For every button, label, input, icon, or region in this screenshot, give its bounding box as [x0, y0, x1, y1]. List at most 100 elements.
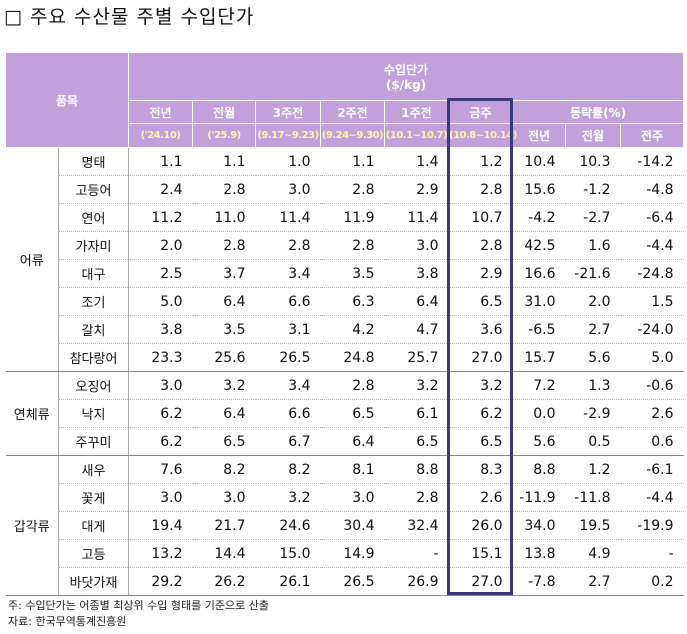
value-cell: -2.9	[565, 399, 621, 428]
value-cell: 10.7	[448, 203, 513, 232]
value-cell: 6.1	[384, 399, 449, 428]
value-cell: 19.5	[565, 511, 621, 540]
value-cell: 1.2	[448, 147, 513, 176]
row: 고등 13.2 14.4 15.0 14.9-15.1 13.8 4.9-	[6, 539, 684, 568]
value-cell: 5.6	[565, 343, 621, 372]
value-cell: 0.6	[620, 427, 684, 456]
value-cell: -0.6	[620, 371, 684, 400]
value-cell: 7.2	[512, 371, 566, 400]
value-cell: 19.4	[128, 511, 193, 540]
value-cell: 24.8	[320, 343, 385, 372]
value-cell: 1.5	[620, 287, 684, 316]
row: 갑각류 새우 7.6 8.2 8.2 8.1 8.8 8.3 8.8 1.2 -6.1	[5, 455, 684, 596]
row: 갈치 3.8 3.5 3.1 4.2 4.7 3.6 -6.5 2.7 -24.0	[6, 315, 684, 344]
value-cell: 1.2	[565, 455, 621, 484]
item-name: 대게	[58, 511, 129, 540]
item-name: 갈치	[58, 315, 129, 344]
row: 조기 5.0 6.4 6.6 6.3 6.4 6.5 31.0 2.0 1.5	[6, 287, 684, 316]
period-header: 1주전	[384, 100, 449, 124]
value-cell: 4.2	[320, 315, 385, 344]
value-cell: 6.4	[320, 427, 385, 456]
period-header: 2주전	[320, 100, 385, 124]
period-header: 전년	[128, 100, 193, 124]
value-cell: -21.6	[565, 259, 621, 288]
value-cell: 26.2	[192, 567, 256, 596]
value-cell: 25.6	[192, 343, 256, 372]
change-col-header: 전년	[512, 123, 566, 148]
row: 꽃게 3.0 3.0 3.2 3.0 2.8 2.6 -11.9 -11.8 -4.4	[6, 483, 684, 512]
value-cell: 10.3	[565, 147, 621, 176]
value-cell: 6.4	[192, 287, 256, 316]
value-cell: 11.4	[384, 203, 449, 232]
value-cell: 15.0	[255, 539, 321, 568]
value-cell: 24.6	[255, 511, 321, 540]
item-name: 바닷가재	[58, 567, 129, 596]
value-cell: 3.0	[128, 371, 193, 400]
price-table: 품목 수입단가 ($/kg) 전년 전월 3주전 2주전 1주전 금주 등락률(%) ('24…	[5, 52, 685, 596]
value-cell: 2.5	[128, 259, 193, 288]
value-cell: 27.0	[448, 567, 513, 596]
value-cell: 2.0	[128, 231, 193, 260]
row: 어류 명태 1.1 1.1 1.0 1.1 1.4 1.2 10.4 10.3 -14.2	[5, 147, 684, 372]
row: 낙지 6.2 6.4 6.6 6.5 6.1 6.2 0.0 -2.9 2.6	[6, 399, 684, 428]
value-cell: 3.6	[448, 315, 513, 344]
item-name: 대구	[58, 259, 129, 288]
value-cell: 6.5	[448, 287, 513, 316]
period-date: (10.1~10.7)	[384, 123, 449, 148]
value-cell: 2.8	[448, 231, 513, 260]
value-cell: -6.5	[512, 315, 566, 344]
value-cell: 13.2	[128, 539, 193, 568]
value-cell: 29.2	[128, 567, 193, 596]
row: 대구 2.5 3.7 3.4 3.5 3.8 2.9 16.6 -21.6 -24.8	[6, 259, 684, 288]
value-cell: 1.1	[320, 147, 385, 176]
value-cell: 42.5	[512, 231, 566, 260]
value-cell: 15.1	[448, 539, 513, 568]
item-name: 꽃게	[58, 483, 129, 512]
value-cell: 6.5	[384, 427, 449, 456]
value-cell: 1.1	[192, 147, 256, 176]
value-cell: 3.0	[384, 231, 449, 260]
header-unit-price: 수입단가 ($/kg)	[127, 52, 685, 101]
value-cell: -4.4	[620, 483, 684, 512]
row: 바닷가재 29.2 26.2 26.1 26.5 26.9 27.0 -7.8 2.7 0.2	[6, 567, 684, 596]
value-cell: 6.7	[255, 427, 321, 456]
value-cell: 0.2	[620, 567, 684, 596]
value-cell: 7.6	[128, 455, 193, 484]
value-cell: 27.0	[448, 343, 513, 372]
value-cell: 8.2	[255, 455, 321, 484]
value-cell: 3.7	[192, 259, 256, 288]
value-cell: 0.0	[512, 399, 566, 428]
value-cell: 2.8	[192, 231, 256, 260]
group-name: 갑각류	[5, 455, 59, 596]
period-date: ('25.9)	[192, 123, 256, 148]
value-cell: 1.6	[565, 231, 621, 260]
value-cell: 6.5	[448, 427, 513, 456]
value-cell: 32.4	[384, 511, 449, 540]
value-cell: 2.8	[192, 175, 256, 204]
value-cell: 3.2	[384, 371, 449, 400]
value-cell: 26.0	[448, 511, 513, 540]
value-cell: 3.4	[255, 371, 321, 400]
item-name: 참다랑어	[58, 343, 129, 372]
value-cell: 2.8	[320, 371, 385, 400]
value-cell: 6.2	[448, 399, 513, 428]
row: 참다랑어 23.3 25.6 26.5 24.8 25.7 27.0 15.7 5.6 5.0	[6, 343, 684, 372]
value-cell: 5.6	[512, 427, 566, 456]
value-cell: 15.6	[512, 175, 566, 204]
value-cell: -7.8	[512, 567, 566, 596]
value-cell: 11.2	[128, 203, 193, 232]
value-cell: 1.4	[384, 147, 449, 176]
value-cell: 11.4	[255, 203, 321, 232]
value-cell: 2.6	[620, 399, 684, 428]
value-cell: 3.8	[384, 259, 449, 288]
value-cell: 2.8	[448, 175, 513, 204]
value-cell: 3.4	[255, 259, 321, 288]
title: □ 주요 수산물 주별 수입단가	[4, 6, 255, 28]
value-cell: 6.5	[192, 427, 256, 456]
value-cell: 10.4	[512, 147, 566, 176]
value-cell: 3.0	[128, 483, 193, 512]
value-cell: 26.5	[255, 343, 321, 372]
value-cell: 5.0	[128, 287, 193, 316]
value-cell: 3.8	[128, 315, 193, 344]
value-cell: -1.2	[565, 175, 621, 204]
